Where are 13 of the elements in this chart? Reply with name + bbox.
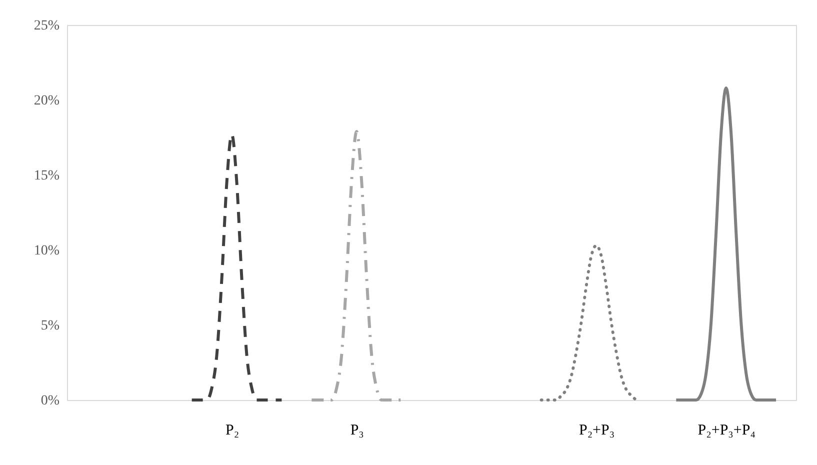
x-tick-label: P₃ — [350, 422, 364, 438]
y-tick-label: 20% — [34, 94, 60, 108]
line-series — [190, 133, 284, 402]
y-tick-label: 0% — [40, 394, 60, 408]
x-tick-label: P₂+P₃+P₄ — [698, 422, 756, 438]
y-tick-label: 25% — [34, 18, 60, 34]
x-tick-label: P₂+P₃ — [578, 422, 615, 438]
line-series — [540, 244, 638, 402]
x-tick-label: P₂ — [225, 422, 240, 438]
line-series — [674, 86, 778, 402]
y-tick-label: 15% — [34, 168, 60, 184]
y-tick-label: 10% — [34, 244, 60, 258]
y-tick-label: 5% — [40, 318, 60, 334]
